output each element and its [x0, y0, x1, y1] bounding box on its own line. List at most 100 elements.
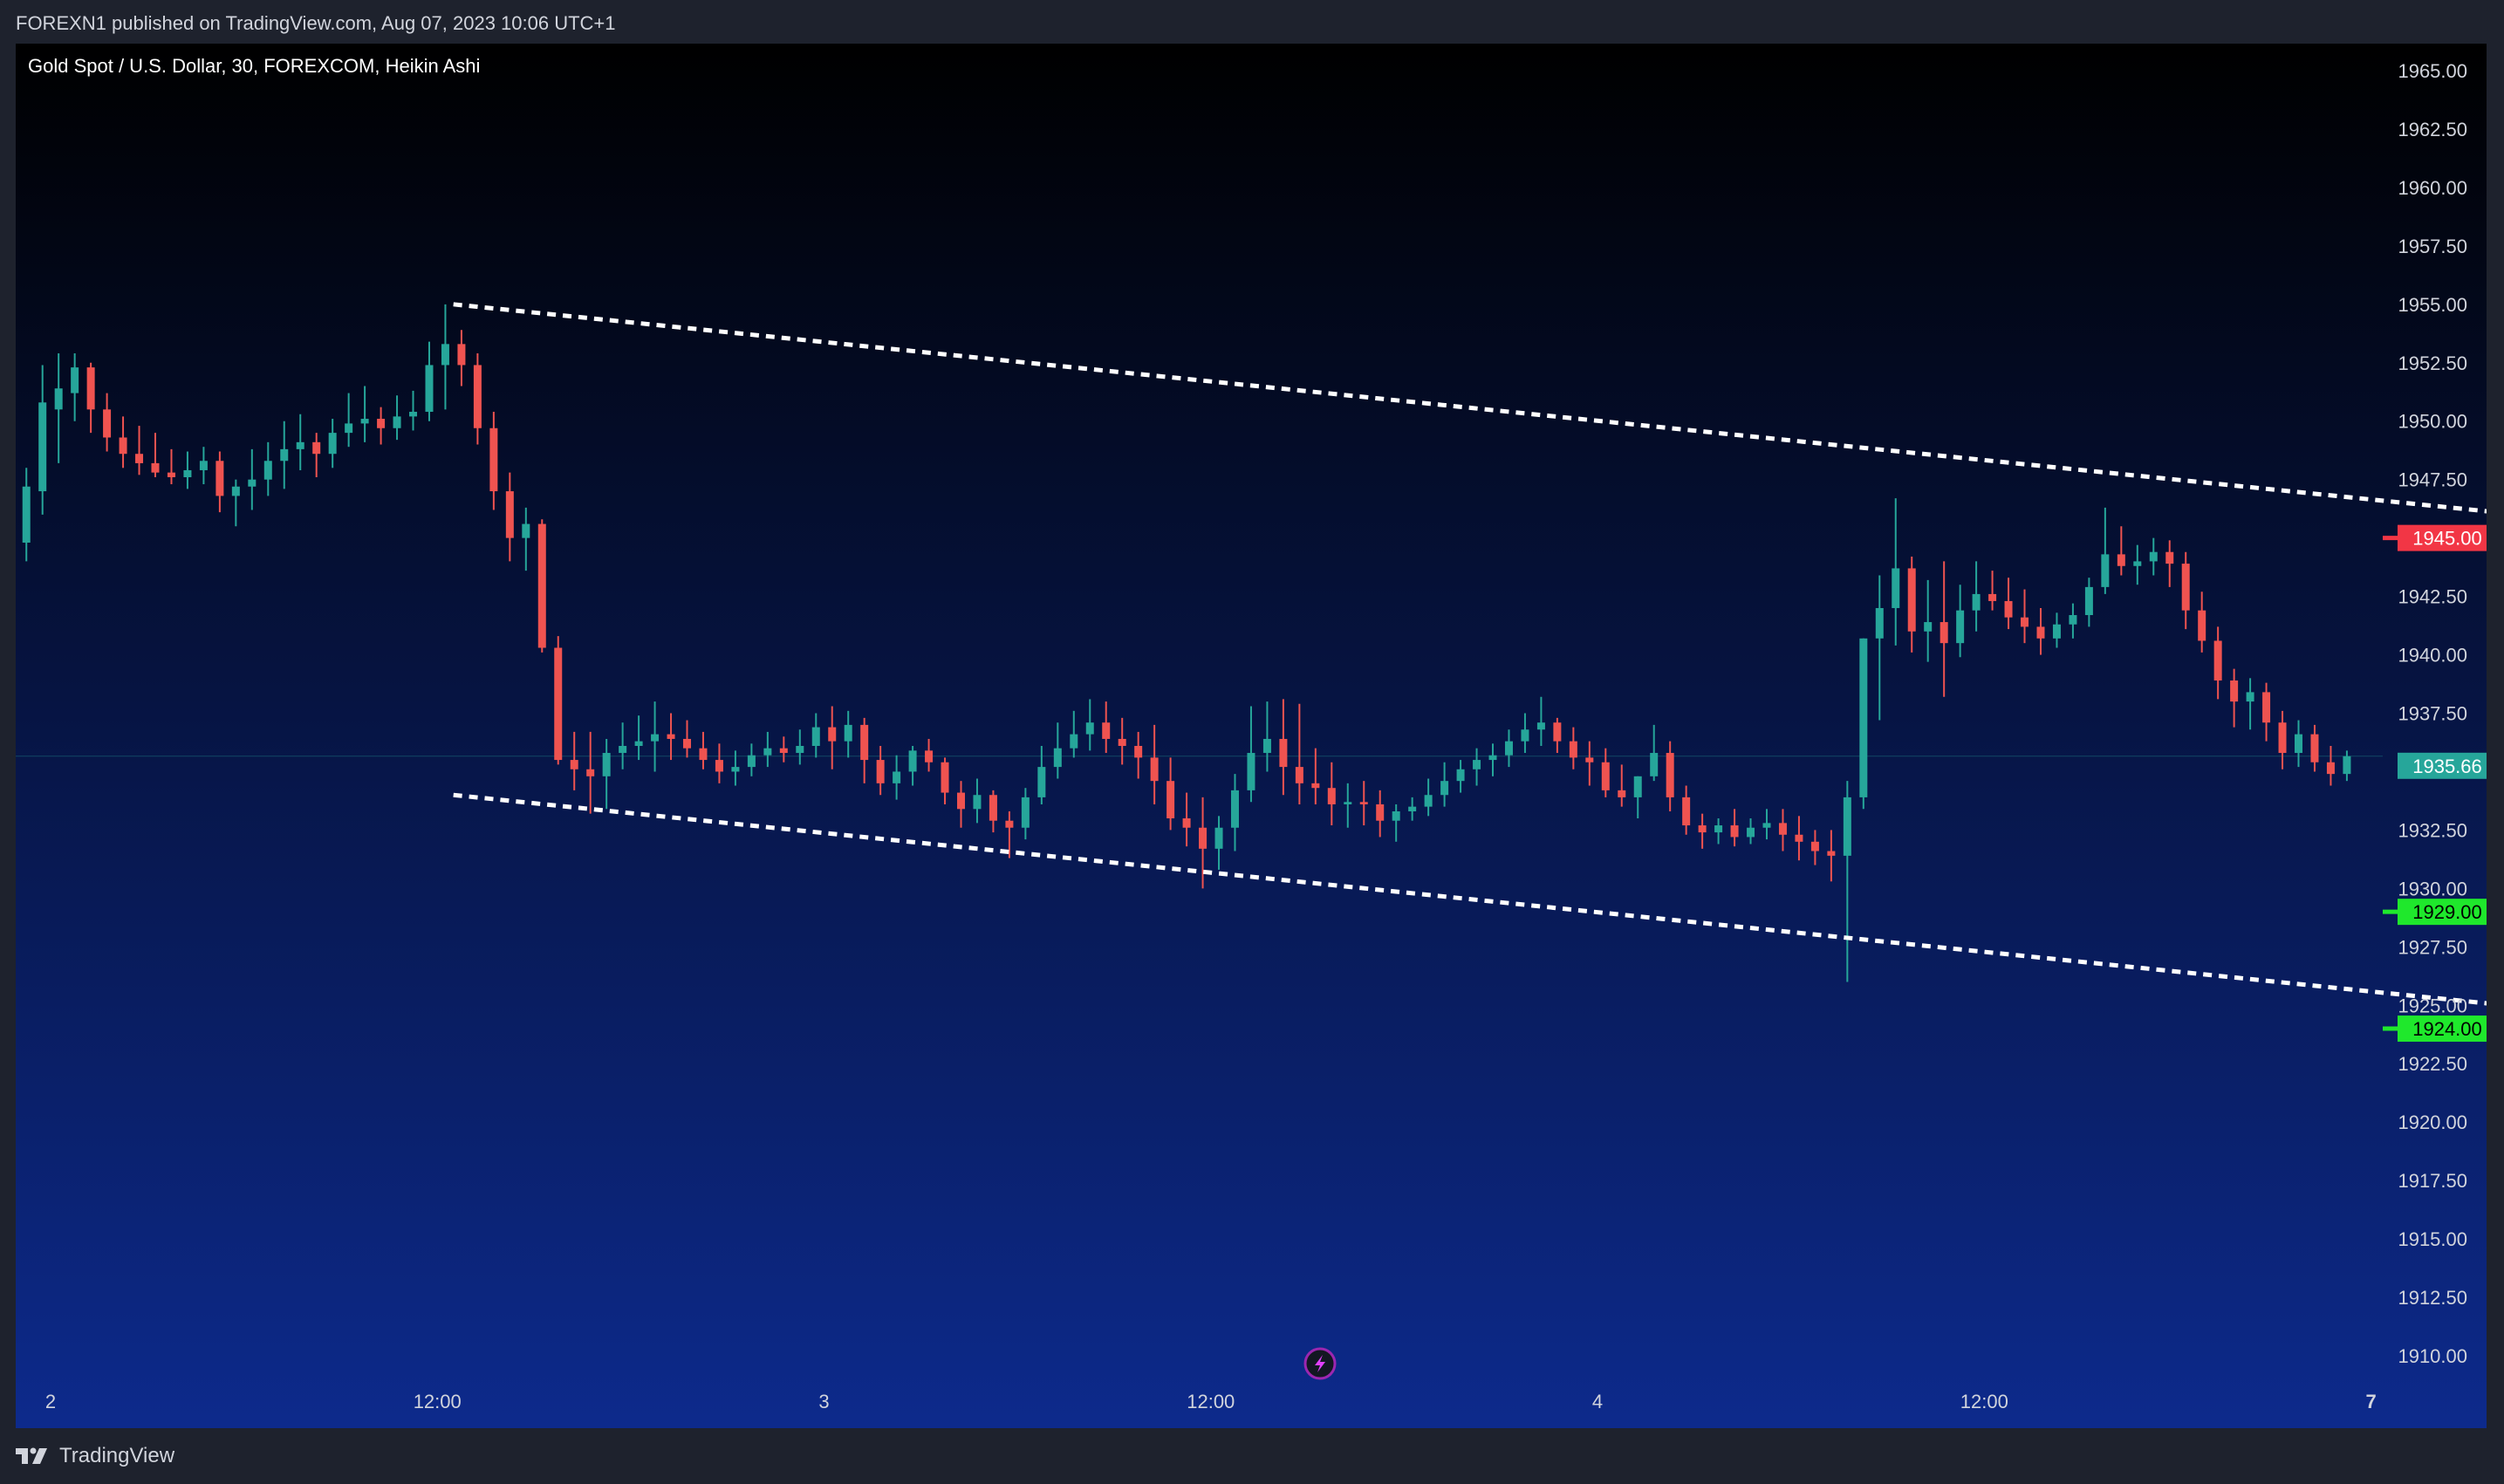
candle-body [683, 738, 692, 749]
candle [2310, 724, 2319, 772]
current-price-label-text: 1935.66 [2412, 756, 2482, 777]
candle-body [1827, 851, 1836, 856]
y-tick-label: 1927.50 [2398, 936, 2467, 958]
candle [1762, 809, 1771, 840]
candle-body [505, 491, 514, 538]
candle-body [1956, 610, 1965, 644]
candle [956, 781, 965, 828]
candle-body [345, 423, 353, 434]
candle-body [1166, 781, 1175, 819]
candle-body [1810, 841, 1819, 851]
lower-channel[interactable] [453, 792, 2487, 1139]
candle [1456, 760, 1465, 793]
candle [1682, 785, 1691, 835]
footer: TradingView [0, 1428, 2504, 1484]
candle-body [2165, 551, 2174, 564]
candle-body [586, 769, 595, 776]
candle [441, 304, 449, 410]
resistance-price-label: 1945.00 [2398, 524, 2487, 551]
candle [1569, 727, 1577, 769]
candle [602, 738, 611, 810]
candle [925, 738, 934, 772]
current-price-label-bg [2398, 752, 2487, 779]
candle-body [2149, 551, 2158, 562]
candle [989, 790, 997, 833]
candle-body [2084, 586, 2093, 616]
candle-body [1553, 722, 1562, 742]
candle-body [1747, 827, 1755, 838]
candle-body [731, 767, 740, 772]
candle-body [699, 748, 708, 761]
candle-body [779, 748, 788, 754]
candle-body [263, 461, 272, 480]
candle-body [22, 486, 31, 543]
chart-area[interactable]: Gold Spot / U.S. Dollar, 30, FOREXCOM, H… [16, 44, 2487, 1428]
candle-body [489, 427, 498, 492]
candle-body [1214, 827, 1223, 849]
tradingview-brand[interactable]: TradingView [16, 1444, 174, 1468]
candle-body [1005, 820, 1014, 828]
candle [796, 729, 804, 765]
resistance-price-label-text: 1945.00 [2412, 528, 2482, 550]
candle-body [1666, 753, 1674, 797]
candle [2133, 544, 2142, 585]
candle-body [1843, 797, 1851, 856]
x-tick-label: 4 [1592, 1391, 1603, 1412]
candle-body [1698, 825, 1707, 833]
candle [651, 701, 660, 772]
candle-body [1924, 622, 1933, 632]
candle [1182, 792, 1191, 847]
current-price-label: 1935.66 [2398, 752, 2487, 779]
candle [1070, 710, 1078, 758]
candle-body [38, 402, 47, 492]
candle [2101, 507, 2110, 594]
x-tick-label: 12:00 [414, 1391, 462, 1412]
candle-body [537, 523, 546, 648]
candle-body [2101, 554, 2110, 587]
candle [554, 636, 563, 765]
candle [1972, 561, 1981, 632]
candle [345, 393, 353, 448]
candle-body [103, 409, 112, 438]
candle [2149, 537, 2158, 576]
candle-body [1359, 802, 1368, 804]
price-chart[interactable]: Gold Spot / U.S. Dollar, 30, FOREXCOM, H… [16, 44, 2487, 1428]
upper-channel[interactable] [453, 302, 2487, 646]
candle-body [151, 462, 160, 473]
lightning-icon[interactable] [1303, 1347, 1337, 1380]
candle [183, 451, 192, 489]
candle-body [1070, 734, 1078, 749]
candle [908, 745, 917, 786]
candle-body [167, 472, 175, 478]
y-tick-label: 1942.50 [2398, 586, 2467, 608]
candle [1747, 818, 1755, 845]
candle-body [651, 734, 660, 742]
candle [1504, 729, 1513, 768]
candle [844, 710, 852, 758]
candle-body [973, 795, 982, 810]
y-tick-label: 1960.00 [2398, 177, 2467, 199]
candle-body [1134, 745, 1143, 758]
candle-body [1311, 783, 1320, 789]
candle [828, 706, 837, 769]
candle [409, 390, 418, 431]
candle [312, 433, 321, 478]
y-tick-label: 1955.00 [2398, 294, 2467, 316]
y-tick-label: 1910.00 [2398, 1345, 2467, 1367]
candle-body [1795, 834, 1803, 842]
candle-body [1875, 607, 1884, 639]
candle [1585, 741, 1594, 786]
candle-body [2117, 554, 2125, 566]
candle [1650, 724, 1659, 782]
candle-body [554, 647, 563, 761]
candle [1408, 797, 1417, 821]
candle [1714, 818, 1723, 845]
candle [71, 353, 79, 421]
candle [1924, 579, 1933, 662]
candle-body [1601, 762, 1610, 790]
candle-body [1940, 622, 1948, 644]
candle-body [1907, 568, 1916, 632]
y-tick-label: 1965.00 [2398, 60, 2467, 82]
candle [1134, 731, 1143, 779]
candle-body [956, 792, 965, 810]
